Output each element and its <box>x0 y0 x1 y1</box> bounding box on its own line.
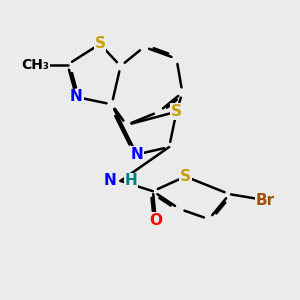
Text: Br: Br <box>255 193 274 208</box>
Text: N: N <box>70 89 83 104</box>
Text: H: H <box>124 173 137 188</box>
Text: S: S <box>171 104 182 119</box>
Text: N: N <box>104 173 117 188</box>
Text: CH₃: CH₃ <box>21 58 49 72</box>
Text: N: N <box>130 147 143 162</box>
Text: S: S <box>180 169 191 184</box>
Text: O: O <box>149 213 162 228</box>
Text: S: S <box>94 37 105 52</box>
